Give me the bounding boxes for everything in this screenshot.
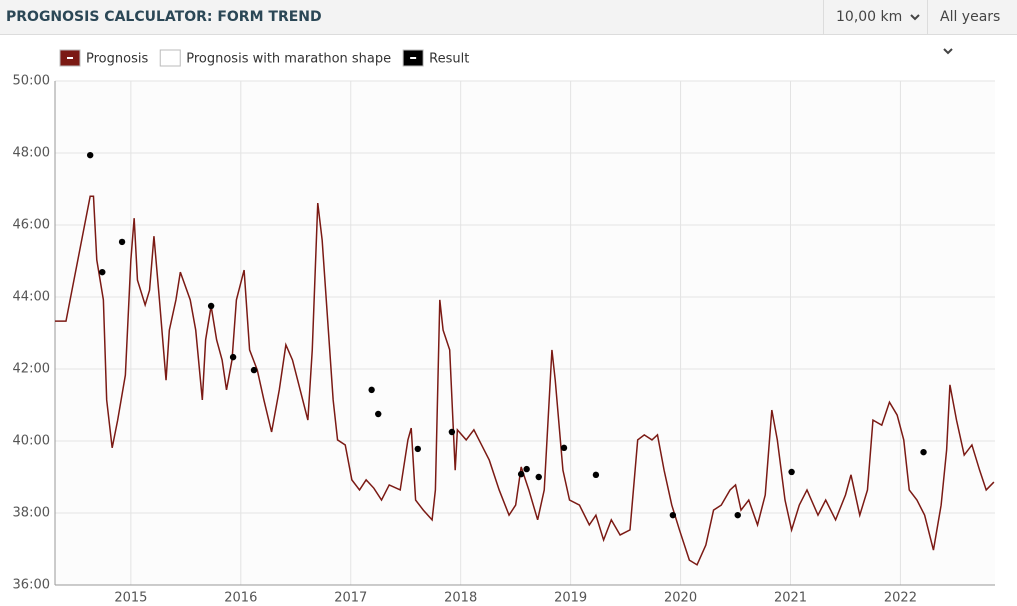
result-point <box>669 511 677 519</box>
title: PROGNOSIS CALCULATOR: FORM TREND <box>6 9 322 25</box>
y-tick-label: 50:00 <box>13 74 50 89</box>
y-tick-label: 46:00 <box>13 218 50 233</box>
chevron <box>943 48 953 55</box>
header: PROGNOSIS CALCULATOR: FORM TREND 10,00 k… <box>0 0 1017 55</box>
result-point <box>788 468 795 476</box>
result-point <box>920 448 927 456</box>
distance-dropdown[interactable]: 10,00 km <box>823 0 927 35</box>
x-tick-label: 2021 <box>774 591 807 606</box>
x-tick-label: 2015 <box>114 591 147 606</box>
result-point <box>535 473 542 481</box>
result-point <box>118 238 126 246</box>
y-tick-label: 44:00 <box>13 290 50 305</box>
result-point <box>375 410 382 418</box>
result-point <box>448 428 456 436</box>
period-dropdown[interactable]: All years <box>927 0 1017 55</box>
legend-label: Prognosis with marathon shape <box>186 52 391 67</box>
result-point <box>86 151 94 159</box>
result-point <box>592 471 600 479</box>
result-point <box>99 268 106 276</box>
x-tick-label: 2017 <box>334 591 367 606</box>
x-tick-label: 2020 <box>664 591 697 606</box>
result-point <box>207 302 215 310</box>
result-point <box>734 511 741 519</box>
y-tick-label: 40:00 <box>13 434 50 449</box>
plot-area <box>55 81 995 585</box>
x-tick-label: 2018 <box>444 591 477 606</box>
y-tick-label: 36:00 <box>13 578 50 593</box>
result-point <box>368 386 375 394</box>
result-point <box>250 366 258 374</box>
result-point <box>414 445 422 453</box>
chevron <box>910 14 920 21</box>
prognosis-line <box>55 195 995 566</box>
result-point <box>517 470 525 478</box>
distance: 10,00 km <box>836 9 903 25</box>
legend-label: Prognosis <box>86 52 148 67</box>
x-tick-label: 2022 <box>884 591 917 606</box>
result-point <box>229 353 237 361</box>
x-tick-label: 2019 <box>554 591 587 606</box>
legend-label: Result <box>429 52 469 67</box>
period: All years <box>940 9 1001 25</box>
result-point <box>523 465 530 473</box>
x-tick-label: 2016 <box>224 591 257 606</box>
y-tick-label: 38:00 <box>13 506 50 521</box>
legend-swatch <box>159 49 181 67</box>
result-point <box>560 444 568 452</box>
y-tick-label: 48:00 <box>13 146 50 161</box>
y-tick-label: 42:00 <box>13 362 50 377</box>
